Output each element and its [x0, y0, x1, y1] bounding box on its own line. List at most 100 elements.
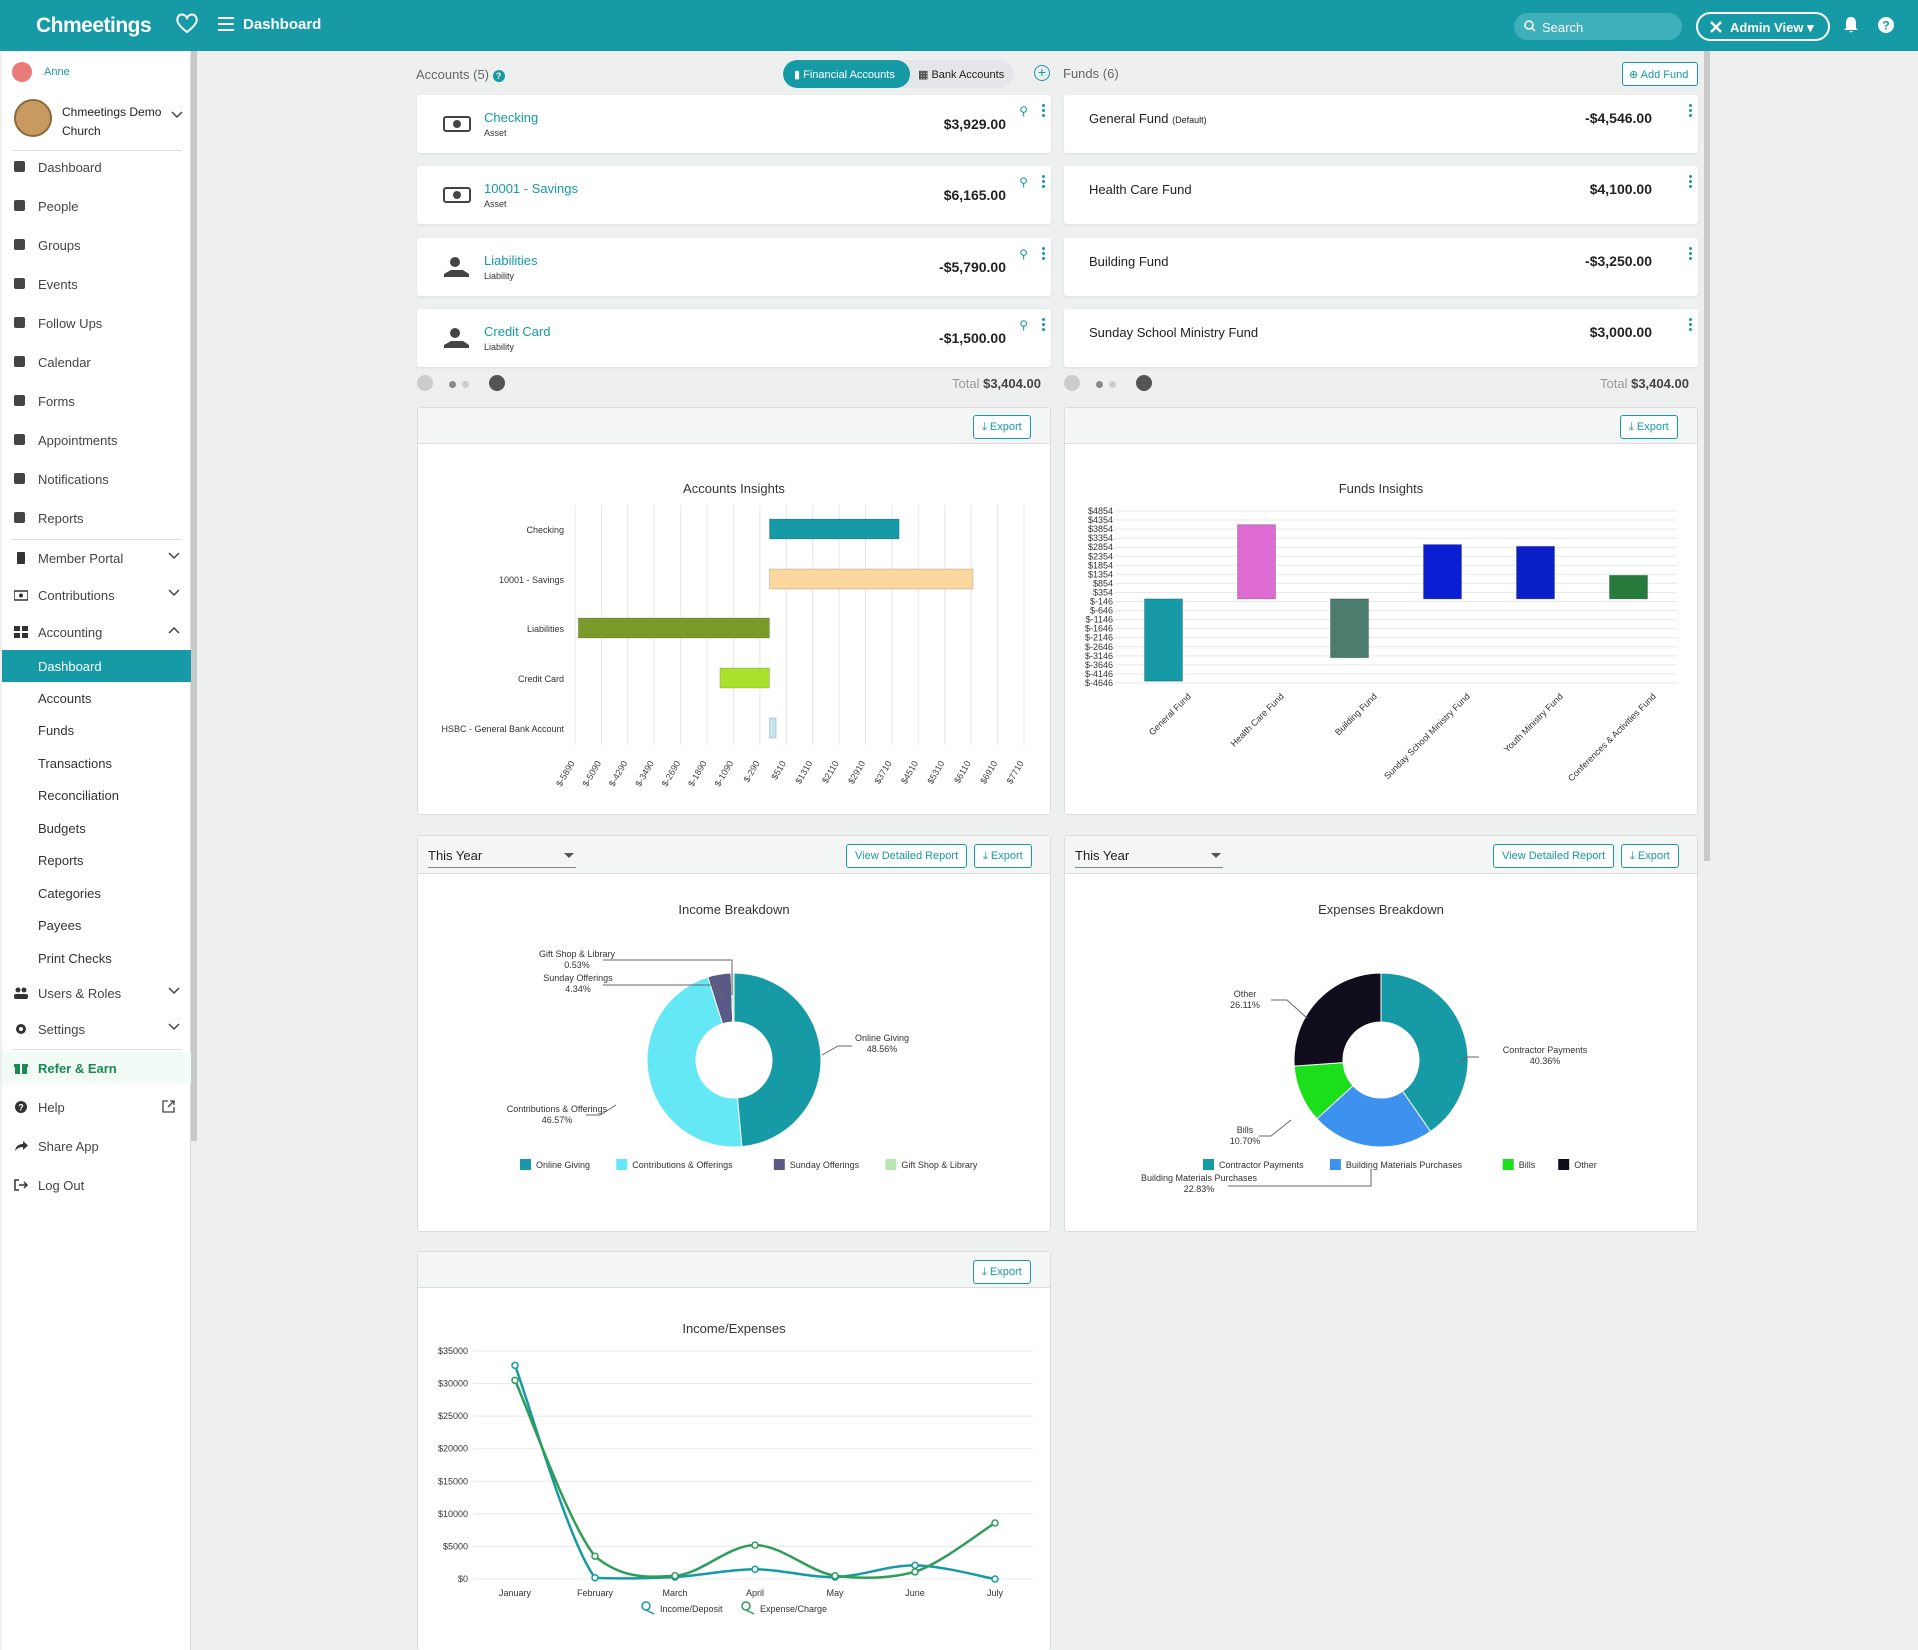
accounting-item-dashboard[interactable]: Dashboard — [2, 650, 191, 682]
export-button[interactable]: ⤓ Export — [973, 415, 1031, 439]
page-dot[interactable] — [449, 381, 456, 388]
sidebar-item-users-roles[interactable]: Users & Roles — [2, 977, 191, 1009]
page-dot[interactable] — [462, 381, 469, 388]
kebab-menu-icon[interactable] — [1689, 175, 1692, 190]
accounting-item-funds[interactable]: Funds — [38, 723, 75, 738]
bar — [1237, 524, 1276, 600]
account-card[interactable]: Checking Asset $3,929.00 ⚲ — [417, 95, 1051, 153]
sidebar-item-refer-earn[interactable]: Refer & Earn — [2, 1052, 191, 1084]
accounting-item-categories[interactable]: Categories — [38, 886, 101, 901]
sidebar-item-share-app[interactable]: Share App — [2, 1130, 191, 1162]
sidebar-item-follow-ups[interactable]: Follow Ups — [2, 307, 191, 339]
fund-card[interactable]: General Fund (Default) -$4,546.00 — [1064, 95, 1698, 153]
kebab-menu-icon[interactable] — [1042, 318, 1045, 333]
accounting-item-transactions[interactable]: Transactions — [38, 756, 112, 771]
help-icon[interactable]: ? — [1877, 16, 1895, 34]
accounting-item-reconciliation[interactable]: Reconciliation — [38, 788, 119, 803]
pie-slice — [1380, 972, 1469, 1133]
bell-icon[interactable] — [1843, 16, 1859, 34]
person-icon — [14, 200, 25, 211]
period-select[interactable]: This Year — [428, 844, 576, 868]
tab-financial-accounts[interactable]: ▮ Financial Accounts — [783, 60, 910, 88]
y-tick-label: $4854 — [1088, 506, 1113, 516]
kebab-menu-icon[interactable] — [1042, 175, 1045, 190]
pie-slice — [733, 972, 822, 1148]
fund-card[interactable]: Health Care Fund $4,100.00 — [1064, 166, 1698, 224]
sidebar-item-contributions[interactable]: Contributions — [2, 579, 191, 611]
prev-page-icon[interactable] — [417, 375, 433, 391]
next-page-icon[interactable] — [489, 375, 505, 391]
sidebar-item-reports[interactable]: Reports — [2, 502, 191, 534]
page-dot[interactable] — [1109, 381, 1116, 388]
sidebar-item-appointments[interactable]: Appointments — [2, 424, 191, 456]
kebab-menu-icon[interactable] — [1689, 104, 1692, 119]
sidebar-item-calendar[interactable]: Calendar — [2, 346, 191, 378]
y-tick-label: $25000 — [438, 1411, 468, 1421]
sidebar-item-settings[interactable]: Settings — [2, 1013, 191, 1045]
sidebar-item-events[interactable]: Events — [2, 268, 191, 300]
kebab-menu-icon[interactable] — [1689, 318, 1692, 333]
y-tick-label: $1354 — [1088, 569, 1113, 579]
sidebar-item-log-out[interactable]: Log Out — [2, 1169, 191, 1201]
info-icon[interactable]: ? — [492, 70, 505, 82]
kebab-menu-icon[interactable] — [1042, 247, 1045, 262]
y-tick-label: $2354 — [1088, 551, 1113, 561]
sidebar-item-accounting[interactable]: Accounting — [2, 616, 191, 648]
legend-swatch — [773, 1159, 785, 1170]
church-selector[interactable]: Chmeetings Demo Church — [14, 99, 189, 147]
logo[interactable]: Chmeetings — [36, 13, 198, 38]
account-card[interactable]: Liabilities Liability -$5,790.00 ⚲ — [417, 238, 1051, 296]
sidebar-item-member-portal[interactable]: Member Portal — [2, 542, 191, 574]
search-input[interactable]: Search — [1514, 13, 1682, 40]
y-tick-label: $-2146 — [1085, 633, 1113, 643]
export-button[interactable]: ⤓ Export — [974, 844, 1032, 868]
sidebar-item-groups[interactable]: Groups — [2, 229, 191, 261]
accounting-item-print-checks[interactable]: Print Checks — [38, 951, 112, 966]
bar — [577, 617, 770, 639]
fund-card[interactable]: Building Fund -$3,250.00 — [1064, 238, 1698, 296]
account-card[interactable]: 10001 - Savings Asset $6,165.00 ⚲ — [417, 166, 1051, 224]
page-scrollbar[interactable] — [1704, 51, 1710, 861]
next-page-icon[interactable] — [1136, 375, 1152, 391]
x-tick-label: $4510 — [899, 759, 920, 786]
admin-view-button[interactable]: Admin View ▾ — [1696, 12, 1830, 41]
category-label: Health Care Fund — [1229, 691, 1286, 748]
sidebar-item-dashboard[interactable]: Dashboard — [2, 151, 191, 183]
hamburger-menu-icon[interactable] — [218, 17, 234, 31]
view-detailed-report-button[interactable]: View Detailed Report — [1493, 844, 1615, 868]
account-card[interactable]: Credit Card Liability -$1,500.00 ⚲ — [417, 309, 1051, 367]
add-account-icon[interactable]: + — [1034, 65, 1050, 81]
pin-icon[interactable]: ⚲ — [1019, 318, 1028, 332]
sidebar-item-people[interactable]: People — [2, 190, 191, 222]
export-button[interactable]: ⤓ Export — [1621, 844, 1679, 868]
export-button[interactable]: ⤓ Export — [973, 1260, 1031, 1284]
accounting-item-budgets[interactable]: Budgets — [38, 821, 86, 836]
kebab-menu-icon[interactable] — [1689, 247, 1692, 262]
export-button[interactable]: ⤓ Export — [1620, 415, 1678, 439]
sidebar-item-help[interactable]: ? Help — [2, 1091, 191, 1123]
y-tick-label: $354 — [1093, 587, 1113, 597]
legend-marker — [641, 1601, 651, 1611]
fund-card[interactable]: Sunday School Ministry Fund $3,000.00 — [1064, 309, 1698, 367]
prev-page-icon[interactable] — [1064, 375, 1080, 391]
x-tick-label: $6910 — [978, 759, 999, 786]
x-tick-label: March — [662, 1588, 687, 1598]
sidebar-scrollbar[interactable] — [191, 51, 197, 1141]
accounting-item-accounts[interactable]: Accounts — [38, 691, 92, 706]
pin-icon[interactable]: ⚲ — [1019, 247, 1028, 261]
search-icon — [1524, 20, 1536, 32]
sidebar-item-notifications[interactable]: Notifications — [2, 463, 191, 495]
data-point — [671, 1571, 679, 1580]
accounting-item-reports[interactable]: Reports — [38, 853, 84, 868]
kebab-menu-icon[interactable] — [1042, 104, 1045, 119]
page-dot[interactable] — [1096, 381, 1103, 388]
fund-name: General Fund — [1089, 111, 1169, 126]
period-select[interactable]: This Year — [1075, 844, 1223, 868]
pin-icon[interactable]: ⚲ — [1019, 175, 1028, 189]
tab-bank-accounts[interactable]: ▦ Bank Accounts — [918, 69, 1005, 81]
pin-icon[interactable]: ⚲ — [1019, 104, 1028, 118]
accounting-item-payees[interactable]: Payees — [38, 918, 82, 933]
view-detailed-report-button[interactable]: View Detailed Report — [846, 844, 968, 868]
add-fund-button[interactable]: ⊕ Add Fund — [1622, 62, 1698, 86]
sidebar-item-forms[interactable]: Forms — [2, 385, 191, 417]
